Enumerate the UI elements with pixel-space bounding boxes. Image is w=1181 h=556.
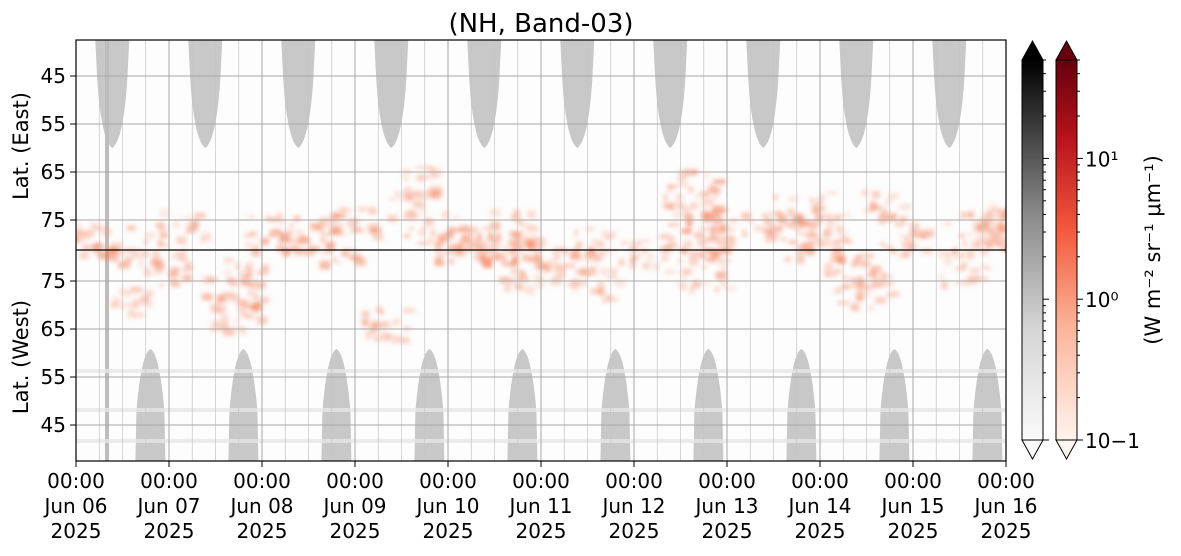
daylight-lobe-top [374, 40, 409, 148]
y-tick-label-west: 65 [41, 317, 66, 341]
colorbar-gray-extend-max [1021, 39, 1044, 61]
x-tick-label: 00:00 Jun 10 2025 [414, 469, 479, 543]
y-tick-label-east: 75 [41, 208, 66, 232]
colorbar-tick-label: 10−1 [1085, 429, 1140, 453]
y-tick-label-east: 45 [41, 64, 66, 88]
colorbar-ticks: 10−1 10⁰ 10¹ [1043, 59, 1140, 453]
daylight-lobe-top [839, 40, 874, 148]
x-tick-label: 00:00 Jun 06 2025 [42, 469, 107, 543]
x-tick-label: 00:00 Jun 16 2025 [972, 469, 1037, 543]
y-label-east: Lat. (East) [9, 92, 33, 200]
colorbar-tick-label: 10¹ [1085, 147, 1118, 171]
x-tick-label: 00:00 Jun 14 2025 [786, 469, 851, 543]
x-tick-label: 00:00 Jun 12 2025 [600, 469, 665, 543]
y-axis-ticks: 45 55 65 75 75 65 55 45 [41, 64, 76, 437]
colorbar-red-extend-max [1055, 39, 1078, 61]
daylight-mask [95, 40, 1003, 461]
x-tick-label: 00:00 Jun 11 2025 [507, 469, 572, 543]
daylight-lobe-top [281, 40, 316, 148]
x-axis-ticks: 00:00 Jun 06 2025 00:00 Jun 07 2025 00:00 Jun 0… [42, 461, 1038, 543]
daylight-lobe-top [467, 40, 502, 148]
y-tick-label-east: 65 [41, 160, 66, 184]
y-tick-label-west: 75 [41, 269, 66, 293]
x-tick-label: 00:00 Jun 15 2025 [879, 469, 944, 543]
colorbar-label: (W m⁻² sr⁻¹ μm⁻¹) [1141, 155, 1165, 345]
x-tick-label: 00:00 Jun 07 2025 [135, 469, 200, 543]
colorbar-red [1055, 39, 1078, 461]
colorbar-tick-label: 10⁰ [1085, 288, 1118, 312]
y-tick-label-west: 45 [41, 413, 66, 437]
daylight-lobe-top [188, 40, 223, 148]
colorbar-gray [1021, 39, 1044, 461]
y-label-west: Lat. (West) [9, 300, 33, 414]
aurora-emission [76, 165, 1006, 344]
colorbar-red-extend-min [1055, 439, 1078, 461]
daylight-lobe-top [95, 40, 130, 148]
daylight-lobe-top [746, 40, 781, 148]
daylight-lobe-top [932, 40, 967, 148]
x-tick-label: 00:00 Jun 08 2025 [228, 469, 293, 543]
x-tick-label: 00:00 Jun 09 2025 [321, 469, 386, 543]
daylight-lobe-top [560, 40, 595, 148]
chart-title: (NH, Band-03) [448, 9, 633, 39]
daylight-lobe-top [653, 40, 688, 148]
y-tick-label-west: 55 [41, 365, 66, 389]
y-tick-label-east: 55 [41, 112, 66, 136]
colorbar-gray-extend-min [1021, 439, 1044, 461]
x-tick-label: 00:00 Jun 13 2025 [693, 469, 758, 543]
